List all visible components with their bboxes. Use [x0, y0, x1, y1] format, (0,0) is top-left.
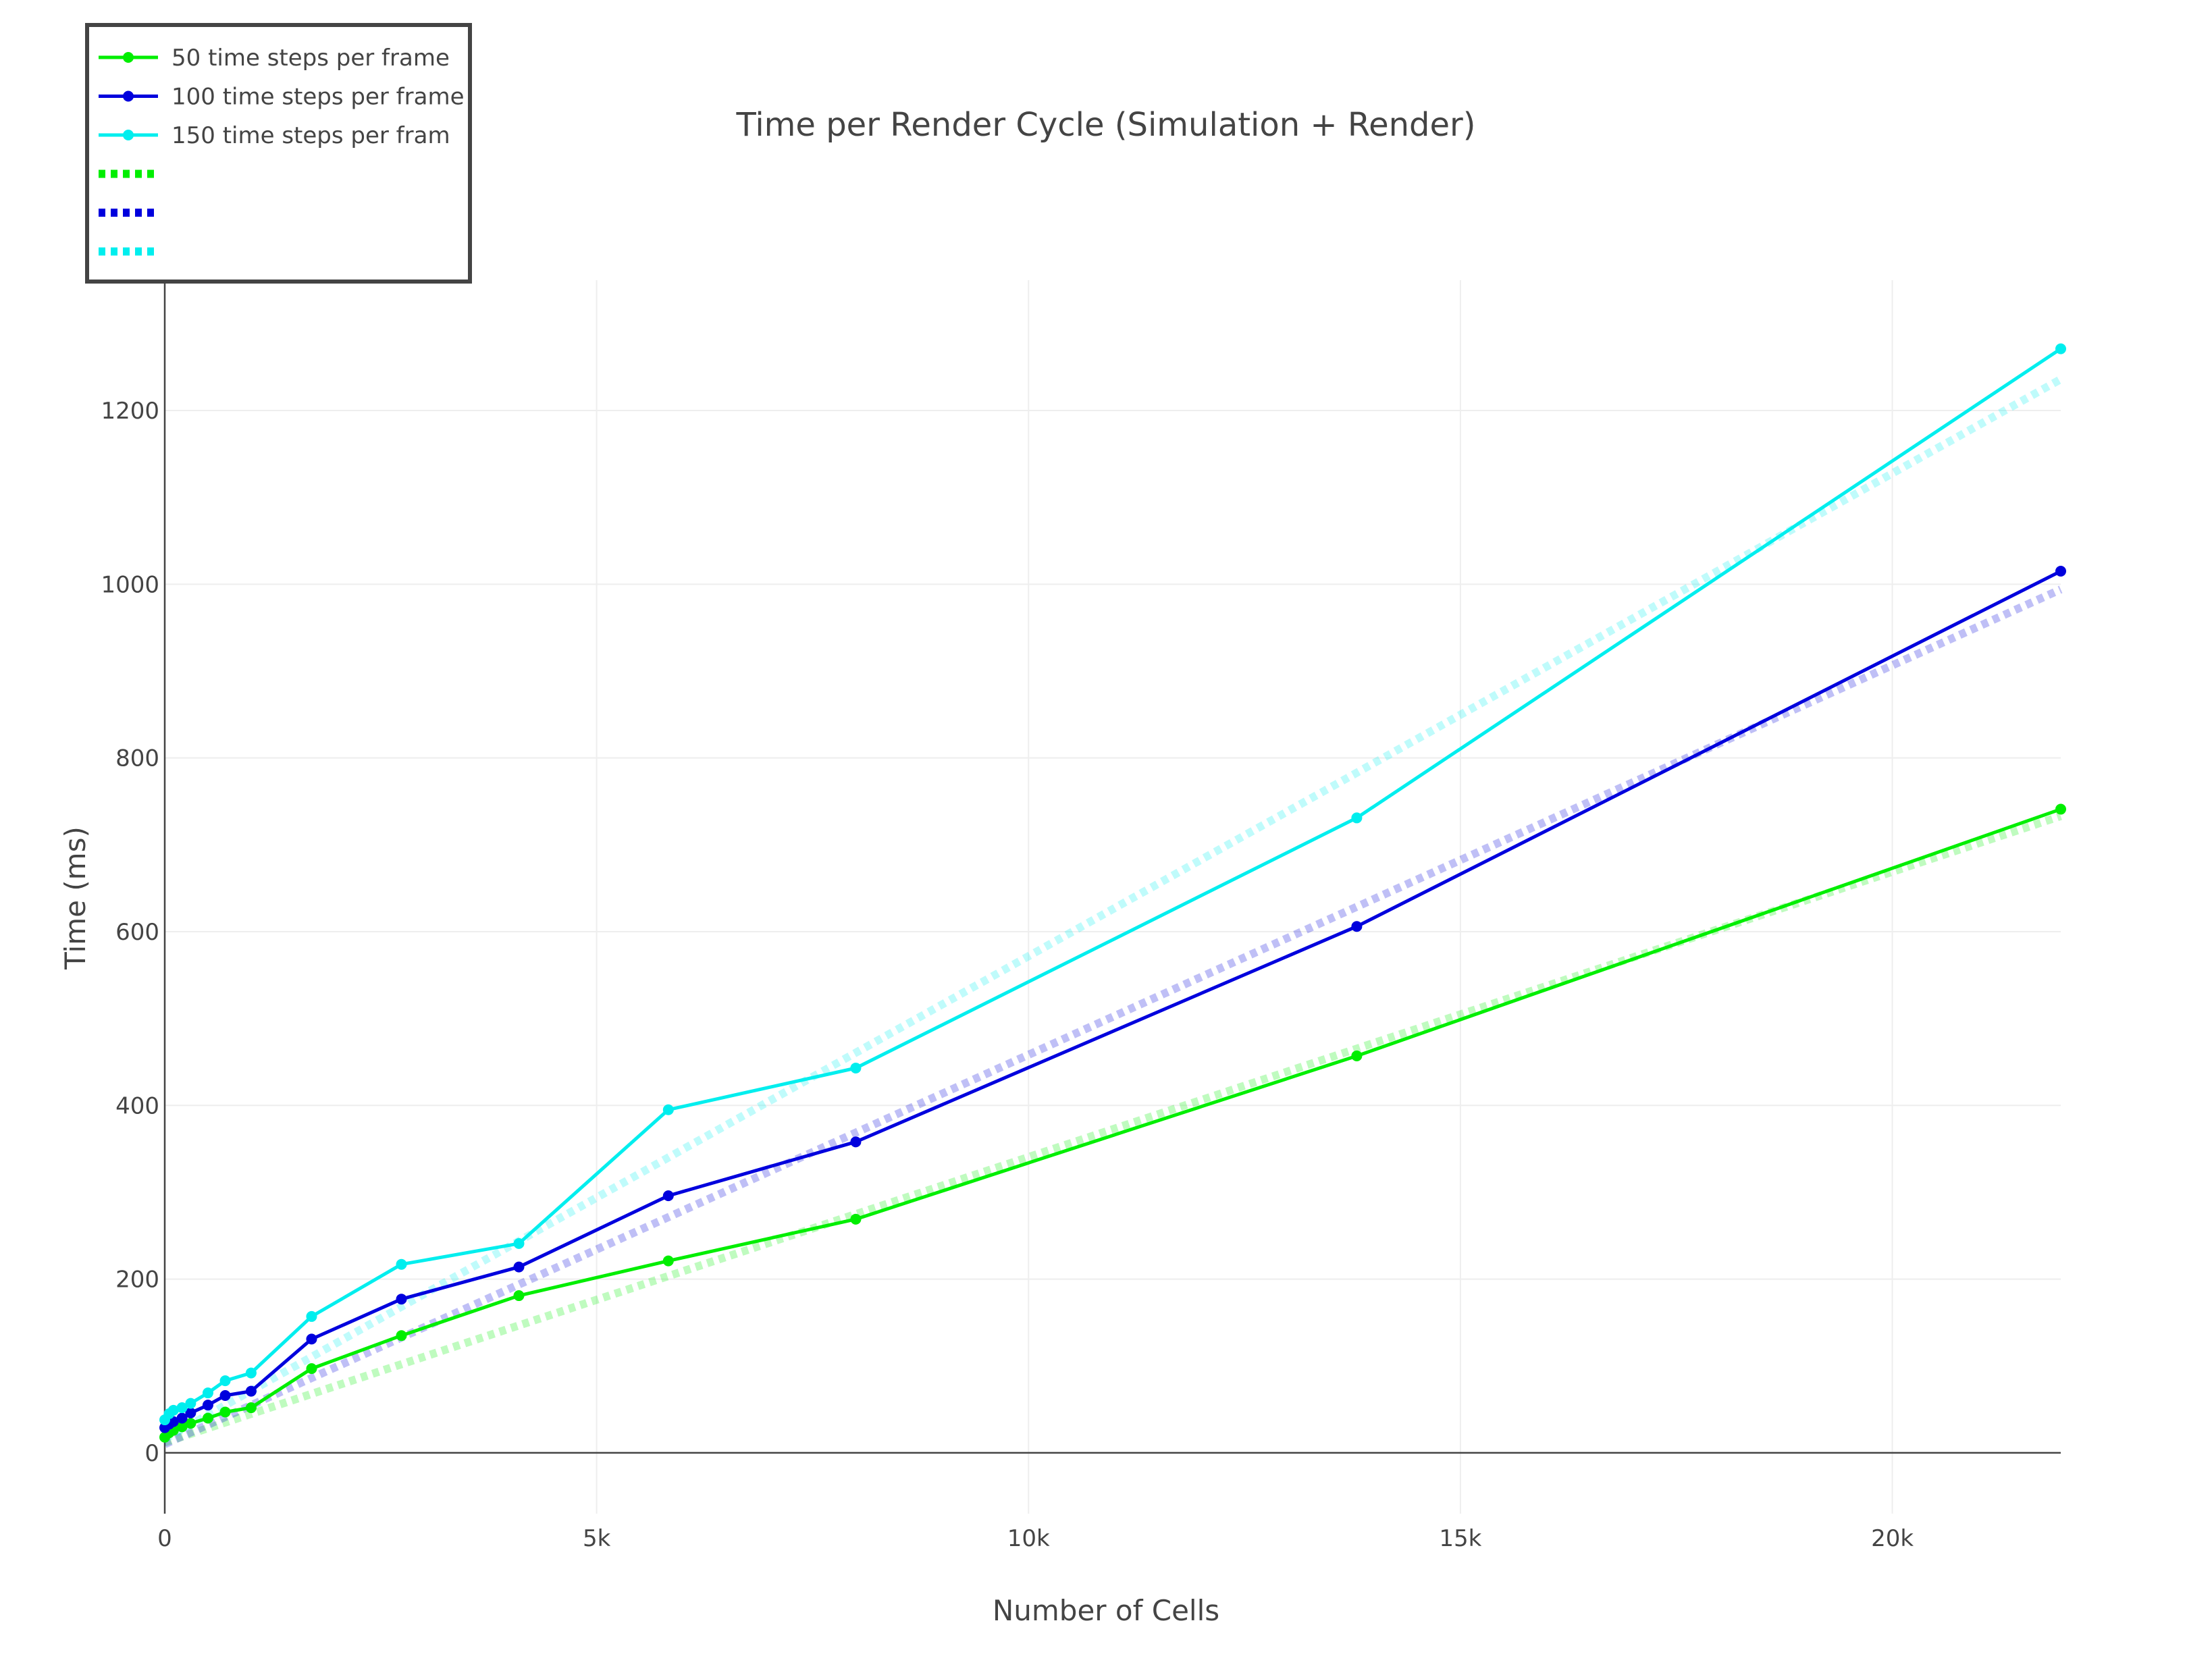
data-point-2-7: [245, 1367, 257, 1379]
data-point-1-3: [176, 1412, 188, 1424]
data-point-2-12: [850, 1062, 862, 1073]
plot-series: [159, 343, 2066, 1448]
data-point-2-10: [513, 1238, 525, 1249]
y-tick-label: 0: [144, 1440, 159, 1467]
data-point-2-9: [396, 1258, 407, 1270]
legend-swatch-marker: [123, 90, 134, 102]
data-point-1-7: [245, 1385, 257, 1397]
legend-label: 50 time steps per frame: [172, 45, 450, 72]
data-point-1-14: [2055, 566, 2066, 577]
data-point-2-13: [1351, 812, 1363, 824]
legend-swatch-marker: [123, 52, 134, 63]
data-point-1-4: [185, 1407, 196, 1418]
legend-label: 150 time steps per fram: [172, 122, 450, 149]
data-point-0-8: [306, 1363, 317, 1375]
legend-item-2[interactable]: 150 time steps per fram: [99, 122, 450, 149]
x-tick-label: 15k: [1439, 1525, 1481, 1552]
data-point-0-9: [396, 1330, 407, 1342]
legend-box: [85, 23, 472, 284]
data-point-1-13: [1351, 921, 1363, 932]
x-tick-label: 0: [157, 1525, 172, 1552]
series-line-2: [163, 347, 2062, 1421]
data-point-2-4: [185, 1398, 196, 1409]
x-tick-label: 5k: [583, 1525, 611, 1552]
data-point-0-3: [176, 1421, 188, 1433]
data-point-0-5: [202, 1412, 213, 1424]
data-point-0-14: [2055, 803, 2066, 815]
data-point-0-10: [513, 1290, 525, 1302]
data-point-1-11: [662, 1190, 674, 1202]
y-tick-label: 200: [115, 1267, 159, 1294]
y-tick-label: 600: [115, 919, 159, 946]
legend-item-1[interactable]: 100 time steps per frame: [99, 84, 465, 111]
data-point-1-9: [396, 1294, 407, 1305]
data-point-2-11: [662, 1104, 674, 1115]
fit-line-3: [163, 812, 2062, 1447]
data-point-1-5: [202, 1400, 213, 1411]
data-point-0-7: [245, 1402, 257, 1414]
y-axis-title: Time (ms): [59, 826, 92, 970]
data-point-0-13: [1351, 1050, 1363, 1061]
data-point-1-10: [513, 1261, 525, 1273]
data-point-0-6: [219, 1406, 231, 1418]
y-tick-label: 800: [115, 745, 159, 772]
x-tick-label: 20k: [1871, 1525, 1914, 1552]
chart-title: Time per Render Cycle (Simulation + Rend…: [735, 106, 1475, 144]
data-point-0-11: [662, 1255, 674, 1267]
data-point-2-8: [306, 1310, 317, 1322]
y-tick-label: 1200: [101, 398, 159, 425]
data-point-1-6: [219, 1390, 231, 1402]
legend-item-0[interactable]: 50 time steps per frame: [99, 45, 450, 72]
data-point-2-6: [219, 1375, 231, 1387]
data-point-2-3: [176, 1402, 188, 1414]
data-point-1-8: [306, 1333, 317, 1345]
data-point-2-5: [202, 1387, 213, 1399]
y-tick-label: 1000: [101, 571, 159, 598]
data-point-1-12: [850, 1136, 862, 1148]
grid-lines: [165, 280, 2061, 1514]
fit-line-5: [163, 375, 2063, 1443]
x-tick-label: 10k: [1007, 1525, 1050, 1552]
legend[interactable]: 50 time steps per frame 100 time steps pe…: [85, 23, 472, 284]
axes: [163, 280, 2061, 1514]
data-point-0-4: [185, 1418, 196, 1429]
x-axis-title: Number of Cells: [993, 1594, 1219, 1627]
series-line-1: [163, 569, 2062, 1429]
series-line-0: [163, 807, 2061, 1439]
y-tick-label: 400: [115, 1092, 159, 1119]
data-point-2-14: [2055, 343, 2066, 354]
legend-swatch-marker: [123, 130, 134, 140]
data-point-2-2: [167, 1404, 179, 1416]
legend-label: 100 time steps per frame: [172, 84, 465, 111]
fit-line-4: [163, 585, 2063, 1448]
tick-labels: 0 5k 10k 15k 20k 0 200 400 600 800 1000 1200: [101, 398, 1914, 1552]
data-point-0-12: [850, 1213, 862, 1225]
